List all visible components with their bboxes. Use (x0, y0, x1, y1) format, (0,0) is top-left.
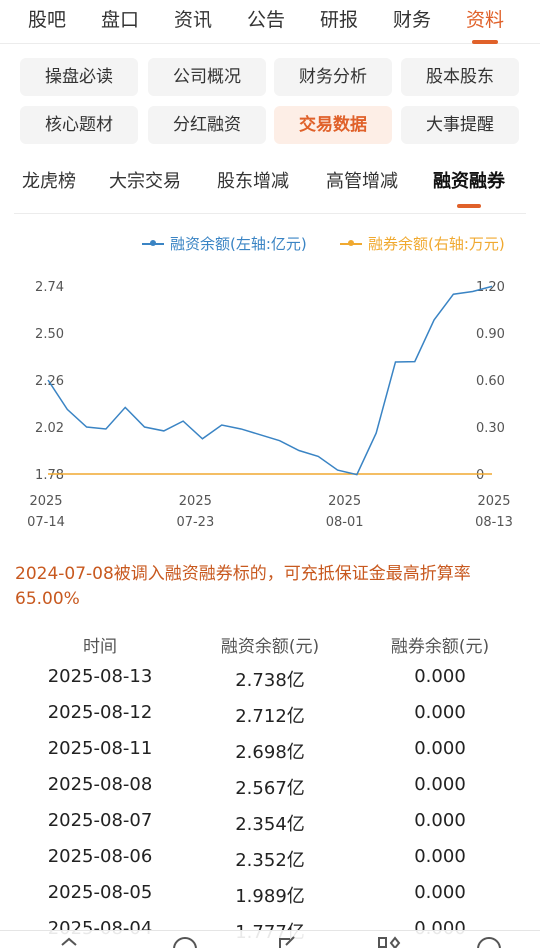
cell-date: 2025-08-07 (47, 810, 153, 831)
y-right-tick-label: 0.30 (476, 421, 505, 436)
speed-icon[interactable] (172, 935, 198, 948)
y-left-tick-label: 2.02 (35, 421, 64, 436)
tab-pankou[interactable]: 盘口 (101, 6, 139, 36)
subtab-executive-changes[interactable]: 高管增减 (326, 168, 398, 196)
tab-announcements[interactable]: 公告 (247, 6, 285, 36)
cell-financing-balance: 2.567亿 (235, 778, 305, 799)
y-right-tick-label: 0.60 (476, 374, 505, 389)
table-header: 时间 融资余额(元) 融券余额(元) (0, 632, 540, 660)
tab-label: 财务 (393, 9, 432, 31)
cell-lending-balance: 0.000 (414, 882, 466, 903)
tab-news[interactable]: 资讯 (174, 6, 212, 36)
financing-balance-line (47, 285, 493, 476)
cell-lending-balance: 0.000 (414, 846, 466, 867)
cell-date: 2025-08-06 (47, 846, 153, 867)
bottom-toolbar (0, 930, 540, 948)
cell-date: 2025-08-12 (47, 702, 153, 723)
cell-lending-balance: 0.000 (414, 738, 466, 759)
header-lending-balance: 融券余额(元) (390, 637, 490, 657)
cell-financing-balance: 2.352亿 (235, 850, 305, 871)
table-row[interactable]: 2025-08-12 2.712亿 0.000 (0, 702, 540, 738)
edit-icon[interactable] (276, 935, 302, 948)
tab-guba[interactable]: 股吧 (28, 6, 66, 36)
tab-research[interactable]: 研报 (320, 6, 358, 36)
table-row[interactable]: 2025-08-07 2.354亿 0.000 (0, 810, 540, 846)
subtab-shareholder-changes[interactable]: 股东增减 (217, 168, 289, 196)
header-date: 时间 (83, 637, 117, 657)
margin-balance-chart[interactable]: 2.742.502.262.021.781.200.900.600.300202… (0, 270, 540, 530)
cell-lending-balance: 0.000 (414, 702, 466, 723)
legend-securities-lending-balance[interactable]: 融券余额(右轴:万元) (340, 234, 505, 254)
y-right-tick-label: 0.90 (476, 327, 505, 342)
subtab-label: 高管增减 (326, 171, 398, 192)
pill-trading-data[interactable]: 交易数据 (274, 106, 392, 144)
x-tick-date: 08-01 (326, 515, 364, 530)
x-tick-year: 2025 (29, 494, 62, 509)
table-row[interactable]: 2025-08-08 2.567亿 0.000 (0, 774, 540, 810)
pill-major-events[interactable]: 大事提醒 (401, 106, 519, 144)
cell-financing-balance: 2.698亿 (235, 742, 305, 763)
cell-date: 2025-08-08 (47, 774, 153, 795)
subtab-block-trades[interactable]: 大宗交易 (109, 168, 181, 196)
x-tick-date: 07-14 (27, 515, 65, 530)
pill-shareholders[interactable]: 股本股东 (401, 58, 519, 96)
divider (14, 213, 526, 214)
pill-trading-must-read[interactable]: 操盘必读 (20, 58, 138, 96)
legend-financing-balance[interactable]: 融资余额(左轴:亿元) (142, 234, 307, 254)
x-tick-date: 08-13 (475, 515, 513, 530)
cell-lending-balance: 0.000 (414, 810, 466, 831)
active-subtab-indicator (457, 204, 481, 208)
active-tab-indicator (472, 40, 498, 44)
y-left-tick-label: 1.78 (35, 468, 64, 483)
cell-lending-balance: 0.000 (414, 666, 466, 687)
margin-eligibility-note: 2024-07-08被调入融资融券标的，可充抵保证金最高折算率65.00% (15, 564, 471, 609)
cell-financing-balance: 2.712亿 (235, 706, 305, 727)
cell-date: 2025-08-11 (47, 738, 153, 759)
tab-profile[interactable]: 资料 (466, 6, 505, 44)
user-icon[interactable] (476, 935, 502, 948)
pill-dividends-financing[interactable]: 分红融资 (148, 106, 266, 144)
subtab-label: 大宗交易 (109, 171, 181, 192)
y-left-tick-label: 2.50 (35, 327, 64, 342)
legend-label: 融券余额(右轴:万元) (368, 235, 505, 253)
y-left-tick-label: 2.74 (35, 280, 64, 295)
x-tick-year: 2025 (477, 494, 510, 509)
subtab-label: 龙虎榜 (22, 171, 76, 192)
cell-financing-balance: 1.989亿 (235, 886, 305, 907)
tab-label: 公告 (247, 9, 286, 31)
legend-marker (142, 240, 164, 246)
legend-marker (340, 240, 362, 246)
table-row[interactable]: 2025-08-05 1.989亿 0.000 (0, 882, 540, 918)
tab-finance[interactable]: 财务 (393, 6, 431, 36)
tab-label: 盘口 (101, 9, 140, 31)
cell-date: 2025-08-13 (47, 666, 153, 687)
legend-label: 融资余额(左轴:亿元) (170, 235, 307, 253)
subtab-label: 股东增减 (217, 171, 289, 192)
x-tick-year: 2025 (179, 494, 212, 509)
x-tick-date: 07-23 (176, 515, 214, 530)
tab-label: 资料 (466, 9, 505, 31)
tab-label: 研报 (320, 9, 359, 31)
chevron-up-icon[interactable] (56, 935, 82, 948)
cell-financing-balance: 2.354亿 (235, 814, 305, 835)
pill-financial-analysis[interactable]: 财务分析 (274, 58, 392, 96)
tab-label: 资讯 (174, 9, 213, 31)
subtab-dragon-tiger-list[interactable]: 龙虎榜 (22, 168, 76, 196)
cell-financing-balance: 2.738亿 (235, 670, 305, 691)
table-row[interactable]: 2025-08-13 2.738亿 0.000 (0, 666, 540, 702)
pill-company-overview[interactable]: 公司概况 (148, 58, 266, 96)
top-tab-bar: 股吧 盘口 资讯 公告 研报 财务 资料 (0, 0, 540, 44)
subtab-margin-trading[interactable]: 融资融券 (433, 168, 505, 208)
header-financing-balance: 融资余额(元) (220, 637, 320, 657)
cell-lending-balance: 0.000 (414, 774, 466, 795)
apps-icon[interactable] (376, 935, 402, 948)
table-row[interactable]: 2025-08-11 2.698亿 0.000 (0, 738, 540, 774)
y-right-tick-label: 0 (476, 468, 484, 483)
table-row[interactable]: 2025-08-06 2.352亿 0.000 (0, 846, 540, 882)
pill-core-themes[interactable]: 核心题材 (20, 106, 138, 144)
tab-label: 股吧 (28, 9, 67, 31)
subtab-label: 融资融券 (433, 171, 505, 192)
cell-date: 2025-08-05 (47, 882, 153, 903)
x-tick-year: 2025 (328, 494, 361, 509)
